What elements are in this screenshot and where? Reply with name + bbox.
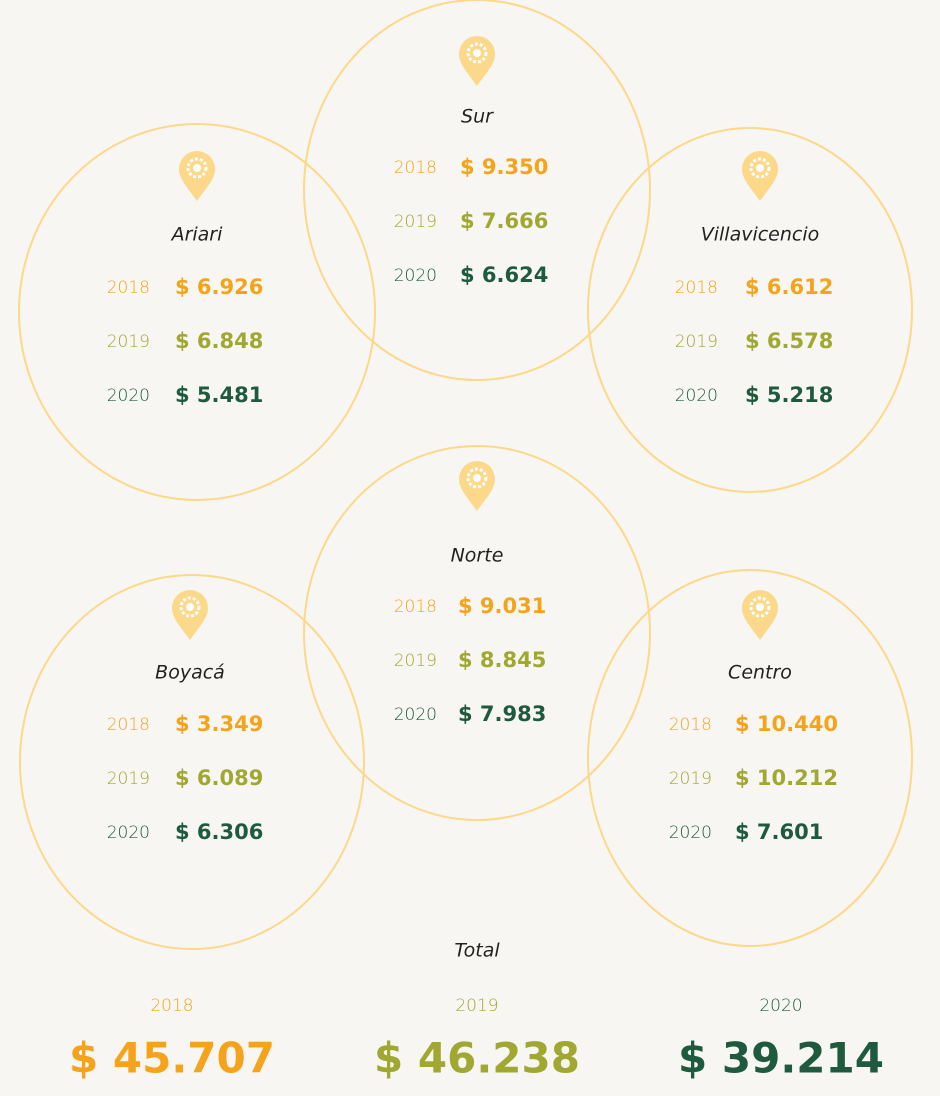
pin-gear	[179, 596, 201, 618]
pin-hole	[473, 474, 481, 482]
region-outline	[587, 127, 913, 493]
year-label: 2018	[394, 158, 437, 178]
amount: $ 7.666	[460, 209, 548, 233]
year-label: 2020	[107, 823, 150, 843]
amount: $ 6.306	[175, 820, 263, 844]
total-year: 2020	[759, 996, 802, 1016]
region-outline	[18, 123, 376, 501]
year-label: 2019	[394, 651, 437, 671]
pin-gear	[749, 157, 771, 179]
year-label: 2018	[669, 715, 712, 735]
amount: $ 9.031	[458, 594, 546, 618]
region-name: Boyacá	[155, 662, 225, 684]
location-pin	[172, 590, 208, 640]
amount: $ 6.578	[745, 329, 833, 353]
pin-gear	[466, 467, 488, 489]
amount: $ 7.601	[735, 820, 823, 844]
total-amount: $ 39.214	[678, 1034, 884, 1083]
year-label: 2019	[394, 212, 437, 232]
amount: $ 9.350	[460, 155, 548, 179]
location-pin	[459, 461, 495, 511]
amount: $ 6.612	[745, 275, 833, 299]
location-pin	[179, 151, 215, 201]
year-label: 2018	[675, 278, 718, 298]
amount: $ 6.926	[175, 275, 263, 299]
location-pin	[459, 36, 495, 86]
amount: $ 6.848	[175, 329, 263, 353]
region-name: Norte	[451, 545, 504, 567]
region-outline	[19, 574, 365, 950]
year-label: 2019	[107, 769, 150, 789]
amount: $ 8.845	[458, 648, 546, 672]
pin-hole	[473, 49, 481, 57]
year-label: 2018	[107, 278, 150, 298]
region-outline	[303, 445, 651, 821]
year-label: 2020	[669, 823, 712, 843]
amount: $ 6.624	[460, 263, 548, 287]
total-amount: $ 46.238	[374, 1034, 580, 1083]
pin-hole	[193, 164, 201, 172]
year-label: 2020	[675, 386, 718, 406]
amount: $ 7.983	[458, 702, 546, 726]
amount: $ 10.440	[735, 712, 838, 736]
pin-hole	[756, 164, 764, 172]
location-pin	[742, 151, 778, 201]
region-outline	[587, 569, 913, 947]
region-name: Ariari	[170, 224, 224, 246]
amount: $ 3.349	[175, 712, 263, 736]
region-name: Centro	[728, 662, 792, 684]
year-label: 2019	[107, 332, 150, 352]
year-label: 2020	[394, 705, 437, 725]
region-name: Villavicencio	[701, 224, 820, 246]
total-amount: $ 45.707	[69, 1034, 275, 1083]
year-label: 2019	[675, 332, 718, 352]
total-year: 2019	[455, 996, 498, 1016]
amount: $ 10.212	[735, 766, 838, 790]
amount: $ 6.089	[175, 766, 263, 790]
region-name: Sur	[461, 106, 494, 128]
pin-hole	[756, 603, 764, 611]
amount: $ 5.481	[175, 383, 263, 407]
pin-gear	[186, 157, 208, 179]
year-label: 2020	[107, 386, 150, 406]
year-label: 2018	[107, 715, 150, 735]
total-title: Total	[454, 940, 500, 962]
pin-hole	[186, 603, 194, 611]
pin-gear	[466, 42, 488, 64]
total-year: 2018	[150, 996, 193, 1016]
location-pin	[742, 590, 778, 640]
region-outline	[303, 0, 651, 381]
pin-gear	[749, 596, 771, 618]
year-label: 2020	[394, 266, 437, 286]
year-label: 2019	[669, 769, 712, 789]
amount: $ 5.218	[745, 383, 833, 407]
year-label: 2018	[394, 597, 437, 617]
